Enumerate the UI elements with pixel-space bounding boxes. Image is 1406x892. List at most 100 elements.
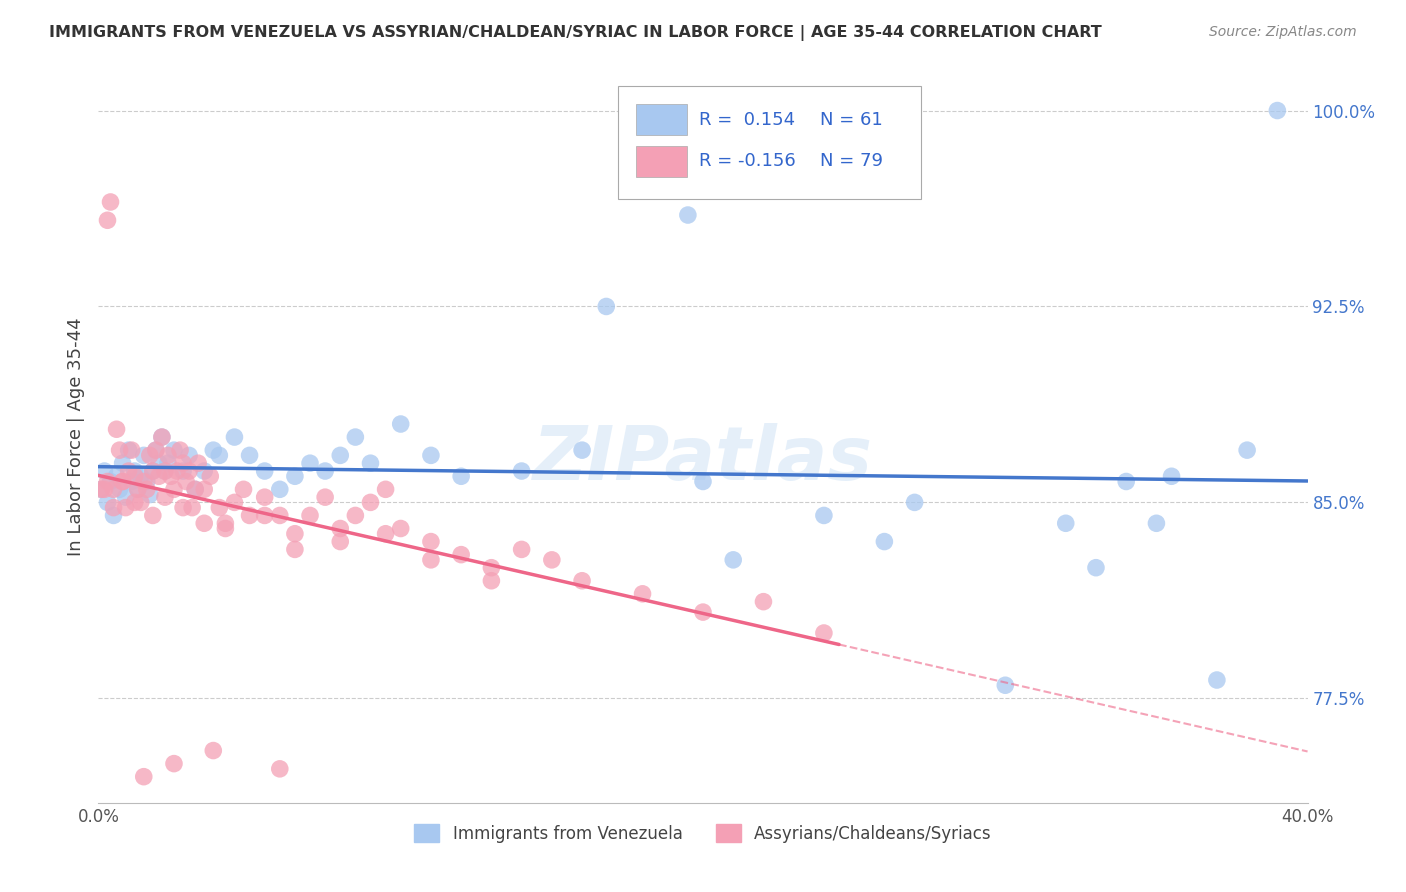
Point bbox=[163, 483, 186, 497]
Point bbox=[253, 464, 276, 478]
Point bbox=[269, 483, 291, 497]
Point bbox=[692, 605, 714, 619]
Point bbox=[129, 495, 152, 509]
Point bbox=[253, 490, 276, 504]
Point bbox=[142, 464, 165, 478]
Point bbox=[595, 300, 617, 314]
Point bbox=[169, 443, 191, 458]
Point bbox=[269, 762, 291, 776]
Point bbox=[1236, 443, 1258, 458]
Point bbox=[132, 770, 155, 784]
Point bbox=[200, 469, 222, 483]
Point bbox=[121, 443, 143, 458]
Point bbox=[314, 464, 336, 478]
Point bbox=[232, 483, 254, 497]
Point bbox=[571, 574, 593, 588]
Point bbox=[114, 490, 136, 504]
Point bbox=[224, 495, 246, 509]
Point bbox=[344, 508, 367, 523]
Point bbox=[103, 508, 125, 523]
Point bbox=[214, 522, 236, 536]
Point bbox=[752, 594, 775, 608]
Point bbox=[139, 487, 162, 501]
Point bbox=[239, 448, 262, 462]
Point bbox=[142, 464, 165, 478]
Point bbox=[193, 483, 215, 497]
Point bbox=[96, 213, 118, 227]
Point bbox=[132, 475, 155, 489]
Point bbox=[813, 508, 835, 523]
Point bbox=[103, 500, 125, 515]
Text: N = 61: N = 61 bbox=[820, 111, 883, 128]
Point bbox=[90, 483, 112, 497]
Point bbox=[127, 483, 149, 497]
Point bbox=[420, 448, 443, 462]
Point bbox=[510, 542, 533, 557]
Point bbox=[148, 456, 170, 470]
Point bbox=[124, 464, 146, 478]
Point bbox=[156, 456, 179, 470]
Point bbox=[179, 464, 201, 478]
Point bbox=[202, 743, 225, 757]
Point bbox=[214, 516, 236, 531]
Point bbox=[389, 522, 412, 536]
Point bbox=[329, 522, 352, 536]
Point bbox=[540, 553, 562, 567]
Point bbox=[172, 464, 194, 478]
Point bbox=[181, 500, 204, 515]
Point bbox=[93, 483, 115, 497]
Point bbox=[481, 560, 503, 574]
Point bbox=[224, 430, 246, 444]
Point bbox=[105, 422, 128, 436]
Point bbox=[676, 208, 699, 222]
Point bbox=[253, 508, 276, 523]
Point bbox=[1144, 516, 1167, 531]
Point bbox=[111, 456, 134, 470]
Text: IMMIGRANTS FROM VENEZUELA VS ASSYRIAN/CHALDEAN/SYRIAC IN LABOR FORCE | AGE 35-44: IMMIGRANTS FROM VENEZUELA VS ASSYRIAN/CH… bbox=[49, 25, 1102, 41]
Point bbox=[105, 469, 128, 483]
Point bbox=[284, 469, 307, 483]
Point bbox=[450, 548, 472, 562]
Point bbox=[111, 475, 134, 489]
Point bbox=[172, 456, 194, 470]
Point bbox=[208, 500, 231, 515]
Point bbox=[299, 456, 322, 470]
Point bbox=[184, 483, 207, 497]
Point bbox=[174, 475, 197, 489]
Point bbox=[193, 516, 215, 531]
Point bbox=[160, 469, 183, 483]
Text: N = 79: N = 79 bbox=[820, 153, 883, 170]
Point bbox=[202, 443, 225, 458]
Point bbox=[239, 508, 262, 523]
Point bbox=[163, 443, 186, 458]
Text: R = -0.156: R = -0.156 bbox=[699, 153, 796, 170]
Point bbox=[153, 464, 176, 478]
Point bbox=[103, 483, 125, 497]
Point bbox=[1206, 673, 1229, 687]
Point bbox=[284, 526, 307, 541]
Text: Source: ZipAtlas.com: Source: ZipAtlas.com bbox=[1209, 25, 1357, 39]
Point bbox=[723, 553, 745, 567]
Point bbox=[329, 534, 352, 549]
Point bbox=[153, 464, 176, 478]
Point bbox=[100, 194, 122, 209]
Point bbox=[139, 448, 162, 462]
FancyBboxPatch shape bbox=[619, 86, 921, 200]
Point bbox=[124, 469, 146, 483]
Point bbox=[1160, 469, 1182, 483]
Point bbox=[124, 495, 146, 509]
Point bbox=[187, 456, 209, 470]
Point bbox=[145, 443, 167, 458]
Point bbox=[142, 508, 165, 523]
Point bbox=[510, 464, 533, 478]
Point bbox=[873, 534, 896, 549]
Point bbox=[166, 464, 188, 478]
Point bbox=[374, 483, 396, 497]
Legend: Immigrants from Venezuela, Assyrians/Chaldeans/Syriacs: Immigrants from Venezuela, Assyrians/Cha… bbox=[408, 818, 998, 849]
Point bbox=[329, 448, 352, 462]
Point bbox=[994, 678, 1017, 692]
Point bbox=[1085, 560, 1108, 574]
Point bbox=[135, 475, 157, 489]
Point bbox=[163, 756, 186, 771]
Point bbox=[571, 443, 593, 458]
